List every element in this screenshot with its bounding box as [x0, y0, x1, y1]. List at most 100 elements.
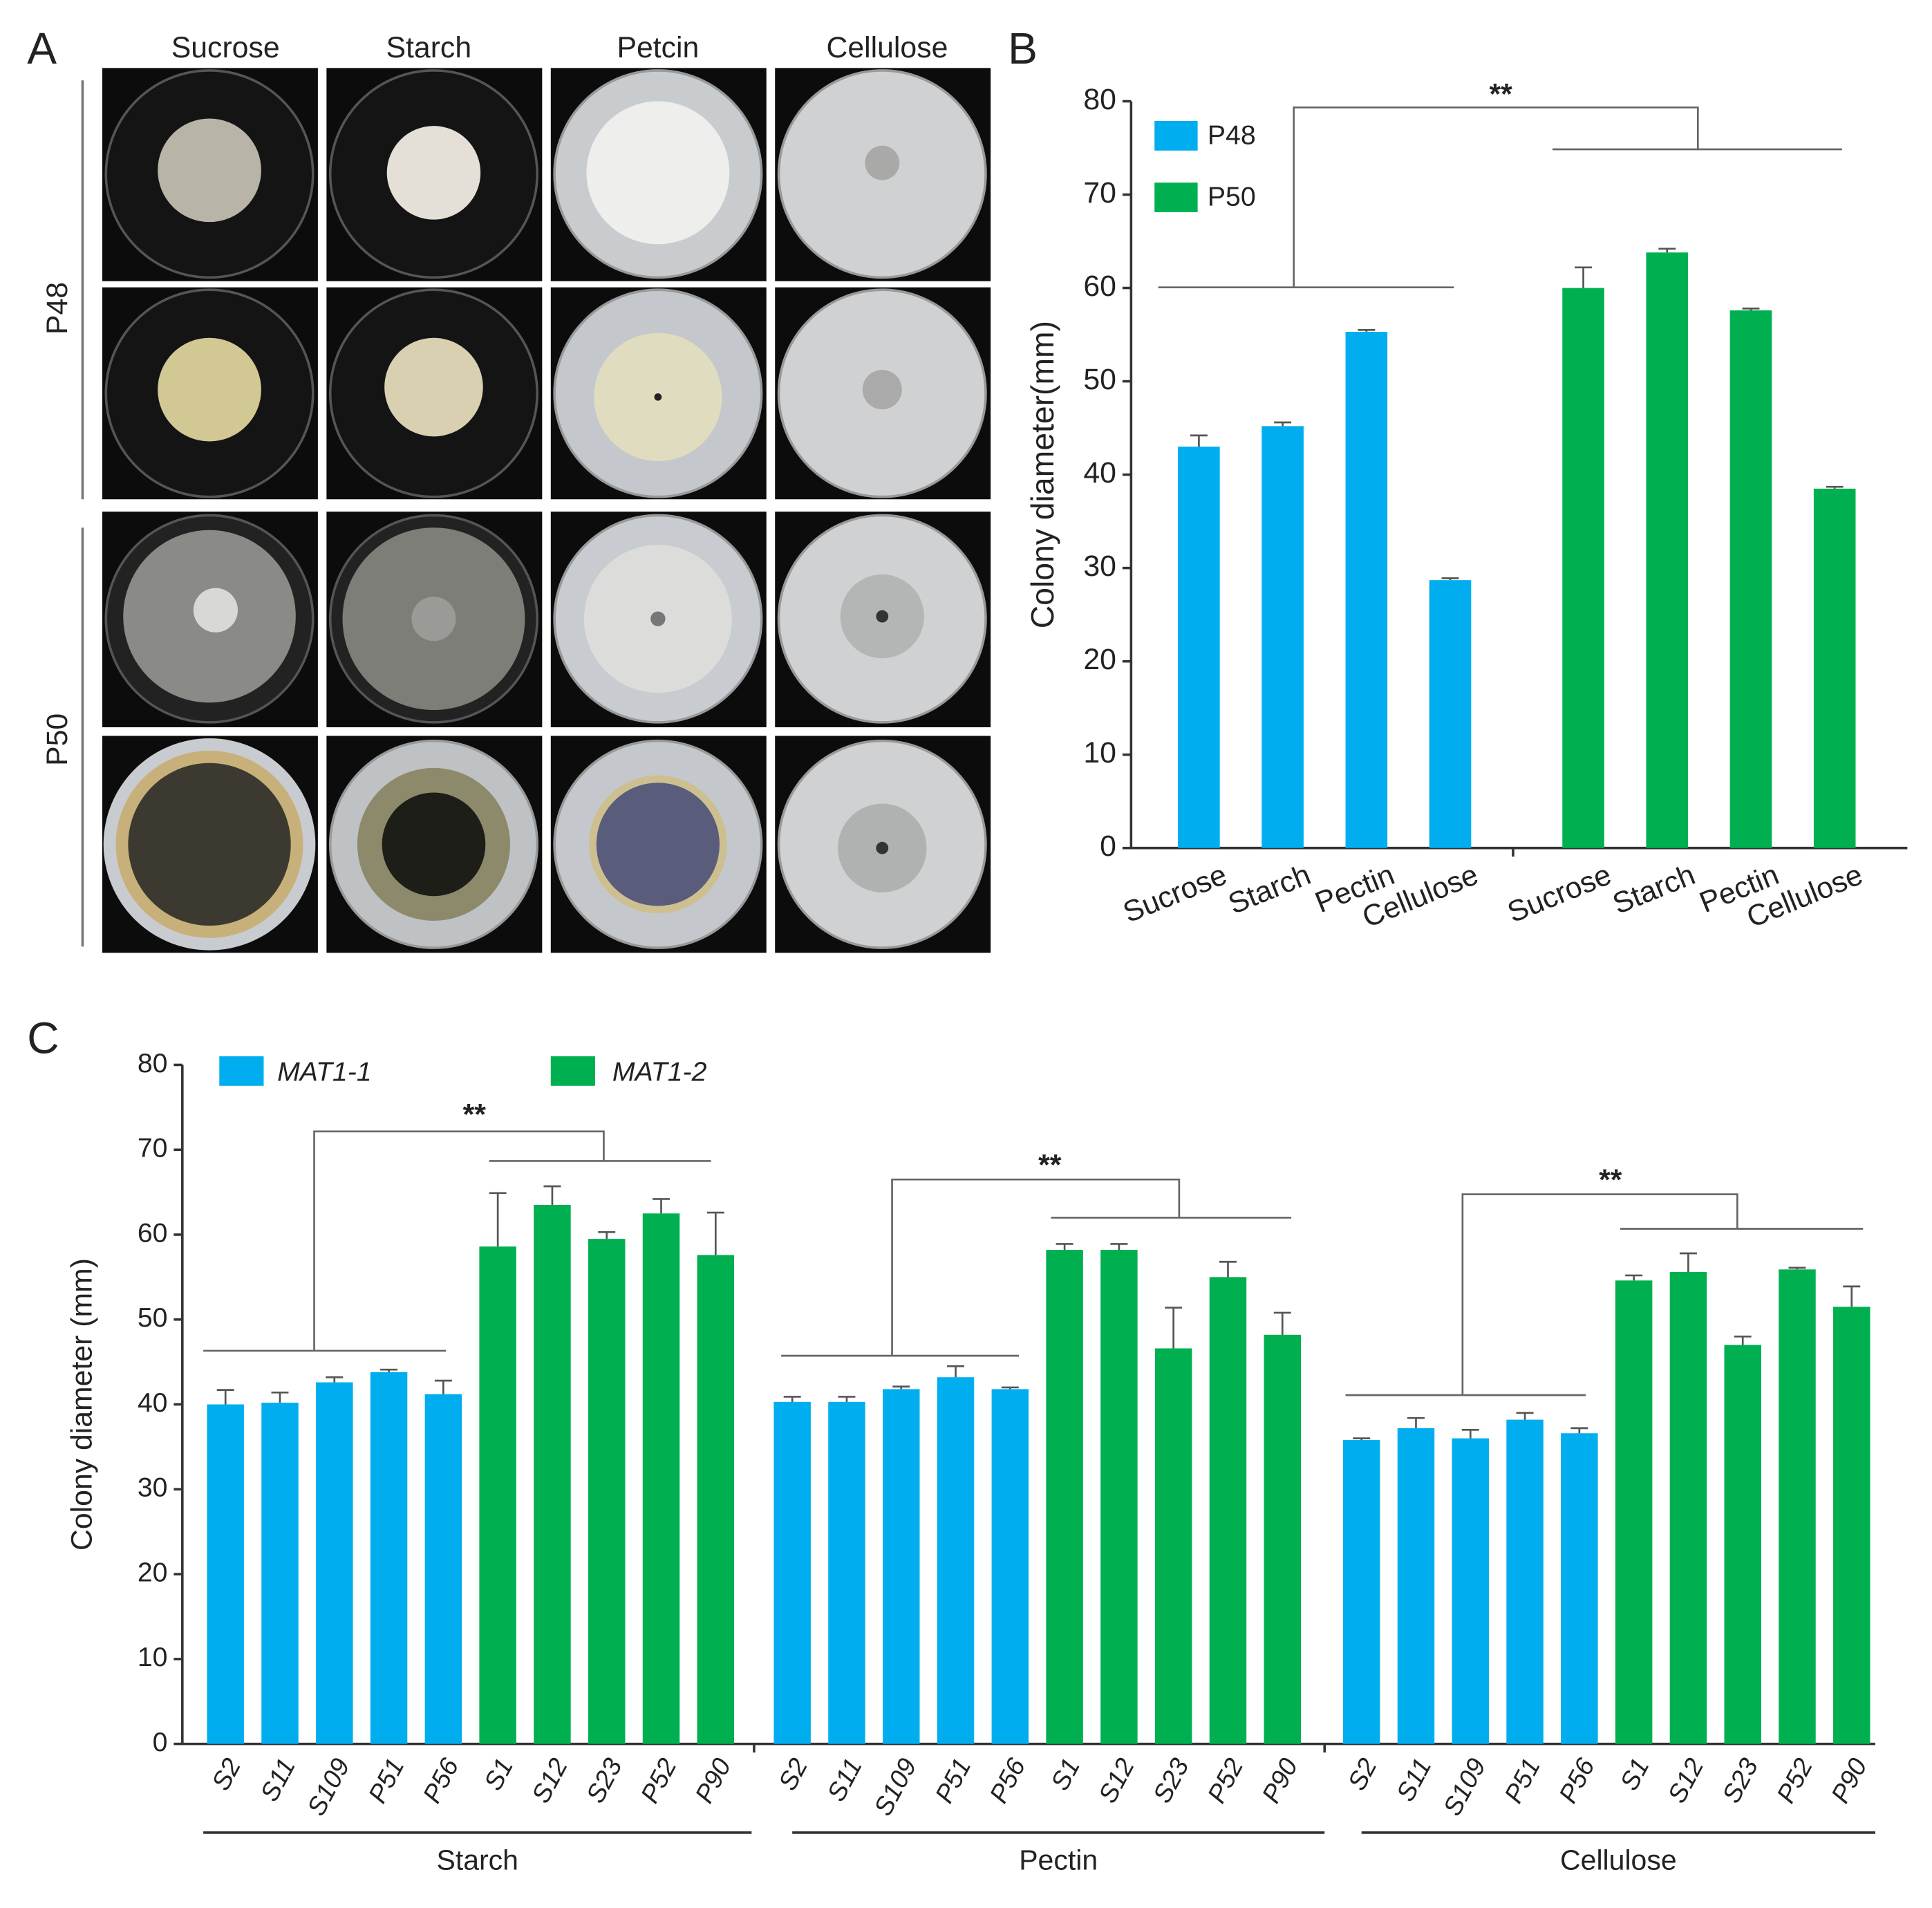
x-tick-label: S1 — [1045, 1753, 1086, 1795]
bar — [1397, 1428, 1435, 1744]
legend-label: P48 — [1208, 121, 1256, 151]
legend-swatch — [550, 1056, 595, 1086]
x-tick-label: S109 — [1437, 1753, 1491, 1820]
bar — [1452, 1438, 1490, 1744]
x-tick-label: P51 — [1499, 1753, 1546, 1808]
bar — [937, 1377, 975, 1744]
y-tick-label: 10 — [138, 1643, 168, 1672]
legend-swatch — [1154, 183, 1198, 212]
x-tick-label: P51 — [362, 1753, 409, 1808]
bar — [1154, 1348, 1192, 1744]
group-label: Pectin — [1019, 1844, 1098, 1876]
error-bar — [892, 1385, 910, 1390]
error-bar — [1358, 328, 1376, 333]
y-axis-label: Colony diameter(mm) — [1024, 321, 1060, 628]
group-label: Cellulose — [1560, 1844, 1677, 1876]
bar — [1724, 1345, 1761, 1744]
error-bar — [271, 1391, 289, 1403]
x-tick-label: S12 — [1093, 1753, 1140, 1808]
y-tick-label: 20 — [138, 1558, 168, 1587]
y-axis-label: Colony diameter (mm) — [66, 1258, 99, 1551]
y-tick-label: 50 — [138, 1303, 168, 1333]
y-tick-label: 30 — [1083, 550, 1116, 583]
error-bar — [1001, 1386, 1019, 1390]
y-tick-label: 60 — [138, 1218, 168, 1248]
x-tick-label: S23 — [1147, 1753, 1194, 1808]
error-bar — [1441, 577, 1459, 581]
x-tick-label: S1 — [1614, 1753, 1655, 1795]
error-bar — [1353, 1437, 1371, 1441]
x-tick-label: P52 — [635, 1753, 682, 1808]
group-label: Starch — [437, 1844, 518, 1876]
error-bar — [598, 1231, 616, 1240]
x-tick-label: S109 — [301, 1753, 355, 1820]
x-tick-label: S11 — [821, 1753, 867, 1806]
error-bar — [543, 1185, 561, 1206]
y-tick-label: 80 — [138, 1049, 168, 1078]
error-bar — [326, 1376, 344, 1383]
error-bar — [1570, 1427, 1588, 1434]
x-tick-label: S12 — [1662, 1753, 1709, 1808]
x-tick-label: S2 — [206, 1753, 247, 1795]
error-bar — [1190, 434, 1208, 447]
legend-label: P50 — [1208, 183, 1256, 212]
y-tick-label: 10 — [1083, 736, 1116, 769]
bracket — [1461, 1193, 1738, 1396]
bar — [1262, 426, 1304, 848]
significance: ** — [1599, 1163, 1622, 1197]
error-bar — [838, 1396, 856, 1402]
bar — [479, 1246, 516, 1744]
error-bar — [1219, 1260, 1237, 1278]
x-tick-label: P56 — [984, 1753, 1031, 1808]
error-bar — [1165, 1307, 1183, 1349]
legend-swatch — [219, 1056, 264, 1086]
y-tick-label: 60 — [1083, 270, 1116, 303]
y-tick-label: 40 — [1083, 456, 1116, 489]
bar — [1561, 1433, 1598, 1744]
error-bar — [489, 1192, 507, 1247]
significance: ** — [1489, 78, 1512, 111]
y-tick-label: 0 — [1100, 830, 1116, 863]
bracket — [891, 1178, 1181, 1356]
error-bar — [1407, 1416, 1425, 1428]
x-tick-label: S11 — [1390, 1753, 1436, 1806]
bar — [1209, 1277, 1247, 1744]
panel-label: C — [27, 1013, 59, 1063]
error-bar — [783, 1396, 801, 1402]
error-bar — [1273, 1311, 1291, 1335]
row-label: P48 — [41, 282, 74, 335]
legend-label: MAT1-2 — [612, 1057, 707, 1087]
error-bar — [1625, 1274, 1643, 1281]
x-tick-label: S11 — [254, 1753, 301, 1806]
error-bar — [1742, 307, 1760, 310]
bar — [1178, 447, 1220, 848]
panel-a-photos — [81, 68, 991, 953]
y-tick-label: 20 — [1083, 643, 1116, 676]
column-label: Cellulose — [826, 31, 948, 64]
x-tick-label: Starch — [1223, 858, 1315, 921]
bar — [1669, 1271, 1707, 1744]
bar — [424, 1394, 462, 1744]
legend-swatch — [1154, 121, 1198, 151]
error-bar — [1788, 1266, 1806, 1270]
bar — [1046, 1250, 1083, 1744]
error-bar — [1056, 1243, 1073, 1251]
column-label: Sucrose — [171, 31, 280, 64]
x-tick-label: S1 — [478, 1753, 519, 1795]
error-bar — [1461, 1429, 1479, 1439]
y-tick-label: 50 — [1083, 363, 1116, 396]
x-tick-label: P51 — [929, 1753, 976, 1808]
bar — [1429, 580, 1472, 848]
x-tick-label: Sucrose — [1118, 858, 1231, 929]
bar — [1779, 1269, 1816, 1744]
bar — [588, 1239, 626, 1744]
bar — [883, 1389, 920, 1744]
x-tick-label: S2 — [1342, 1753, 1382, 1795]
x-tick-label: P56 — [1553, 1753, 1600, 1808]
error-bar — [1516, 1412, 1534, 1420]
row-label: P50 — [41, 713, 74, 766]
y-tick-label: 30 — [138, 1473, 168, 1503]
bar — [1264, 1334, 1301, 1744]
bar — [642, 1213, 680, 1744]
